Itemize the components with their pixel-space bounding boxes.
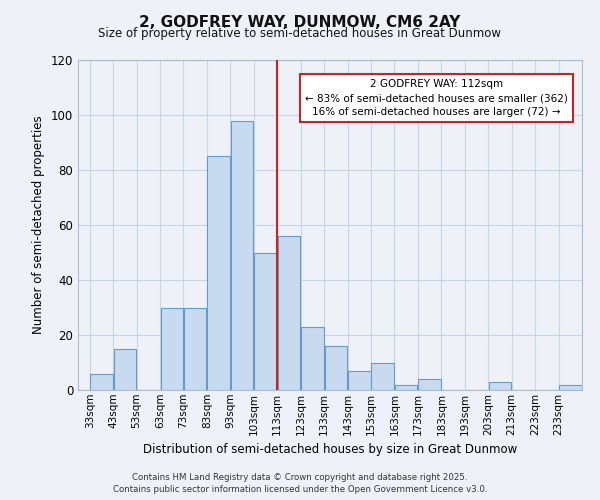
X-axis label: Distribution of semi-detached houses by size in Great Dunmow: Distribution of semi-detached houses by …: [143, 443, 517, 456]
Bar: [208, 156, 230, 390]
Bar: [113, 349, 136, 390]
Bar: [278, 236, 300, 390]
Bar: [418, 379, 441, 390]
Bar: [301, 327, 323, 390]
Bar: [395, 384, 418, 390]
Bar: [90, 374, 113, 390]
Text: Contains HM Land Registry data © Crown copyright and database right 2025.
Contai: Contains HM Land Registry data © Crown c…: [113, 472, 487, 494]
Text: 2 GODFREY WAY: 112sqm
← 83% of semi-detached houses are smaller (362)
16% of sem: 2 GODFREY WAY: 112sqm ← 83% of semi-deta…: [305, 79, 568, 117]
Text: 2, GODFREY WAY, DUNMOW, CM6 2AY: 2, GODFREY WAY, DUNMOW, CM6 2AY: [139, 15, 461, 30]
Text: Size of property relative to semi-detached houses in Great Dunmow: Size of property relative to semi-detach…: [98, 28, 502, 40]
Y-axis label: Number of semi-detached properties: Number of semi-detached properties: [32, 116, 45, 334]
Bar: [489, 382, 511, 390]
Bar: [184, 308, 206, 390]
Bar: [254, 252, 277, 390]
Bar: [161, 308, 183, 390]
Bar: [371, 362, 394, 390]
Bar: [231, 120, 253, 390]
Bar: [559, 384, 581, 390]
Bar: [325, 346, 347, 390]
Bar: [348, 371, 371, 390]
